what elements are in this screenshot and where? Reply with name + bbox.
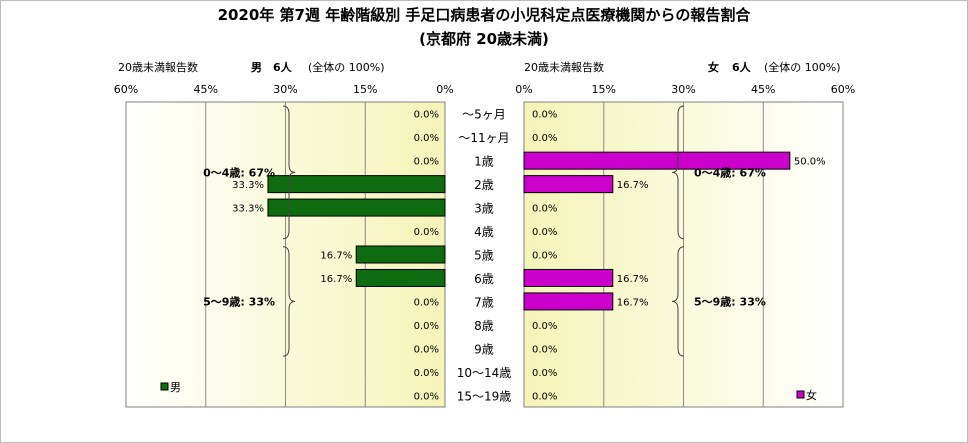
left-data-label: 0.0% [414,297,439,308]
right-bar [523,268,614,287]
right-tick-label: 45% [751,83,775,96]
category-label: 6歳 [474,272,494,286]
left-group-label: 5～9歳: 33% [203,294,275,308]
left-data-label: 0.0% [414,110,439,121]
left-group-brace [282,105,296,240]
left-tick-label: 15% [353,83,377,96]
left-tick-label: 30% [273,83,297,96]
left-data-label: 33.3% [232,204,264,215]
left-group-brace [282,246,296,357]
right-group-label: 5～9歳: 33% [694,294,766,308]
chart-subtitle: (京都府 20歳未満) [419,30,549,48]
left-bar [355,268,446,287]
right-header-label: 女 [708,60,719,74]
left-data-label: 0.0% [414,133,439,144]
right-data-label: 0.0% [532,227,557,238]
category-label: 7歳 [474,295,494,309]
right-data-label: 0.0% [532,368,557,379]
left-tick-label: 0% [436,83,453,96]
left-data-label: 0.0% [414,368,439,379]
right-bar [523,151,791,170]
right-data-label: 0.0% [532,133,557,144]
left-data-label: 0.0% [414,157,439,168]
right-bar [523,292,614,311]
left-header-label: 男 [251,61,262,74]
category-label: 1歳 [474,155,494,169]
right-data-label: 50.0% [794,157,826,168]
right-data-label: 0.0% [532,321,557,332]
category-label: 4歳 [474,225,494,239]
legend-swatch-male [160,382,169,391]
category-label: ～11ヶ月 [458,131,509,145]
left-data-label: 0.0% [414,344,439,355]
left-bar [267,175,446,194]
right-data-label: 0.0% [532,344,557,355]
right-data-label: 16.7% [617,274,649,285]
left-bar [267,198,446,217]
left-data-label: 0.0% [414,227,439,238]
left-bar [355,245,446,264]
category-label: 10～14歳 [457,366,512,380]
right-axis-caption: 20歳未満報告数 [524,61,604,74]
category-label: 15～19歳 [457,389,512,403]
left-tick-label: 45% [194,83,218,96]
right-data-label: 0.0% [532,204,557,215]
left-header-count: 6人 [273,60,293,74]
category-label: 3歳 [474,202,494,216]
right-data-label: 16.7% [617,180,649,191]
left-header-note: (全体の 100%) [308,60,385,74]
left-data-label: 33.3% [232,180,264,191]
right-group-brace [671,246,685,357]
left-data-label: 16.7% [320,274,352,285]
chart-title: 2020年 第7週 年齢階級別 手足口病患者の小児科定点医療機関からの報告割合 [218,6,752,24]
category-label: 8歳 [474,319,494,333]
right-group-brace [671,105,685,240]
legend-swatch-female [796,390,805,399]
right-header-note: (全体の 100%) [764,60,841,74]
right-tick-label: 60% [831,83,855,96]
left-data-label: 0.0% [414,321,439,332]
right-group-label: 0～4歳: 67% [694,165,766,179]
right-bar [523,175,614,194]
right-tick-label: 0% [515,83,532,96]
right-data-label: 0.0% [532,110,557,121]
right-data-label: 16.7% [617,297,649,308]
legend-label-female: 女 [806,388,817,402]
category-label: 5歳 [474,249,494,263]
right-tick-label: 15% [592,83,616,96]
right-data-label: 0.0% [532,251,557,262]
left-data-label: 0.0% [414,391,439,402]
category-label: 2歳 [474,178,494,192]
left-group-label: 0～4歳: 67% [203,165,275,179]
legend-label-male: 男 [170,381,181,394]
right-header-count: 6人 [732,60,752,74]
left-data-label: 16.7% [320,251,352,262]
right-tick-label: 30% [671,83,695,96]
left-tick-label: 60% [114,83,138,96]
right-data-label: 0.0% [532,391,557,402]
category-label: 9歳 [474,342,494,356]
left-axis-caption: 20歳未満報告数 [118,61,198,74]
category-label: ～5ヶ月 [462,108,506,122]
